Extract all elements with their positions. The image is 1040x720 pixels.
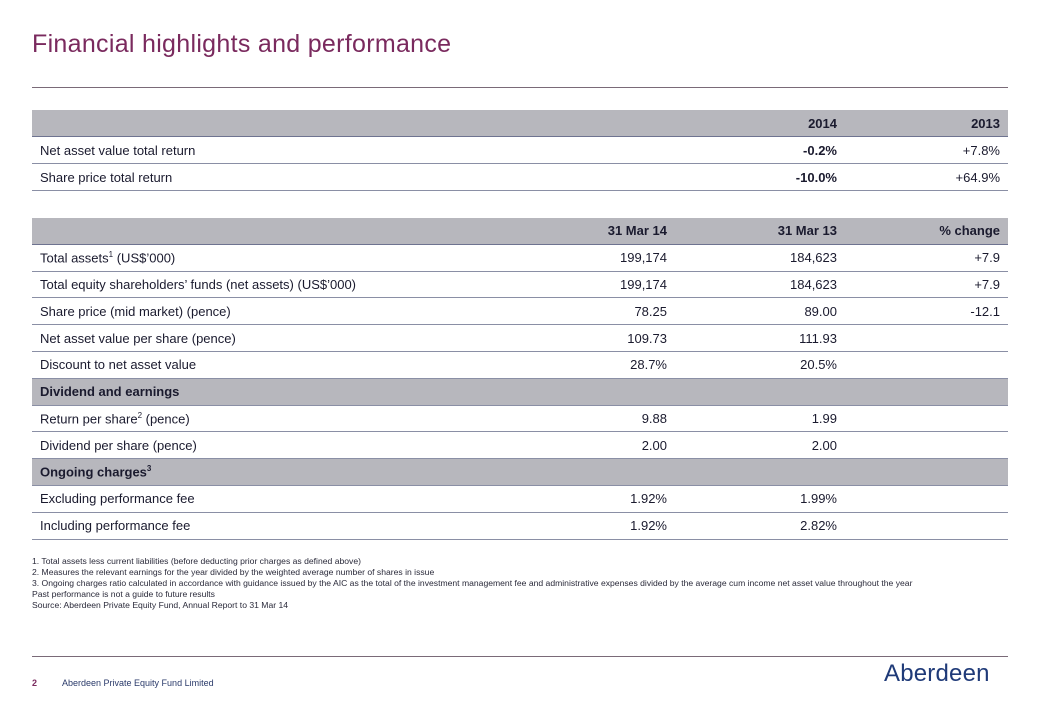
table-row: Dividend per share (pence) 2.00 2.00 xyxy=(32,431,1008,460)
cell-value: 2.00 xyxy=(508,431,675,460)
row-label: Share price total return xyxy=(32,163,675,191)
row-label: Return per share2 (pence) xyxy=(32,405,508,433)
header-cell: 31 Mar 14 xyxy=(508,218,675,245)
table-row: Net asset value total return -0.2% +7.8% xyxy=(32,136,1008,164)
cell-value: 20.5% xyxy=(675,351,845,379)
cell-value: +7.8% xyxy=(845,136,1008,164)
cell-value: 89.00 xyxy=(675,297,845,326)
footnote-ref: 2 xyxy=(137,410,143,420)
header-cell: 2013 xyxy=(845,110,1008,137)
section-title: Ongoing charges3 xyxy=(32,458,1008,486)
footnote-ref: 3 xyxy=(146,464,152,474)
cell-value xyxy=(845,431,1008,460)
row-label: Share price (mid market) (pence) xyxy=(32,297,508,326)
cell-value: +64.9% xyxy=(845,163,1008,191)
cell-value xyxy=(845,485,1008,513)
row-label: Discount to net asset value xyxy=(32,351,508,379)
footnote: Past performance is not a guide to futur… xyxy=(32,589,215,599)
cell-value: -12.1 xyxy=(845,297,1008,326)
header-cell: 31 Mar 13 xyxy=(675,218,845,245)
cell-value: +7.9 xyxy=(845,244,1008,272)
row-label: Total equity shareholders’ funds (net as… xyxy=(32,271,508,299)
cell-value: 109.73 xyxy=(508,324,675,352)
section-header-row: Dividend and earnings xyxy=(32,378,1008,406)
cell-value: 78.25 xyxy=(508,297,675,326)
top-divider xyxy=(32,87,1008,88)
cell-value: -0.2% xyxy=(675,136,845,164)
table-row: Total assets1 (US$’000) 199,174 184,623 … xyxy=(32,244,1008,272)
footnote: Source: Aberdeen Private Equity Fund, An… xyxy=(32,600,289,610)
cell-value xyxy=(845,405,1008,433)
page-title: Financial highlights and performance xyxy=(32,30,452,58)
section-title: Dividend and earnings xyxy=(32,378,1008,406)
table-row: Return per share2 (pence) 9.88 1.99 xyxy=(32,405,1008,433)
footnote: 1. Total assets less current liabilities… xyxy=(32,556,361,566)
row-label: Including performance fee xyxy=(32,512,508,540)
table-row: Total equity shareholders’ funds (net as… xyxy=(32,271,1008,299)
row-label: Dividend per share (pence) xyxy=(32,431,508,460)
cell-value: 184,623 xyxy=(675,244,845,272)
cell-value: -10.0% xyxy=(675,163,845,191)
footnote: 3. Ongoing charges ratio calculated in a… xyxy=(32,578,913,588)
cell-value: 199,174 xyxy=(508,244,675,272)
table-row: Discount to net asset value 28.7% 20.5% xyxy=(32,351,1008,379)
cell-value: 9.88 xyxy=(508,405,675,433)
returns-table: 2014 2013 Net asset value total return -… xyxy=(32,110,1008,191)
cell-value xyxy=(845,512,1008,540)
cell-value: 184,623 xyxy=(675,271,845,299)
header-cell xyxy=(32,110,675,137)
cell-value: 199,174 xyxy=(508,271,675,299)
cell-value: 1.92% xyxy=(508,512,675,540)
table-header-row: 2014 2013 xyxy=(32,110,1008,137)
cell-value: +7.9 xyxy=(845,271,1008,299)
row-label: Net asset value total return xyxy=(32,136,675,164)
page-number: 2 xyxy=(32,678,38,688)
cell-value: 2.82% xyxy=(675,512,845,540)
footer-company: Aberdeen Private Equity Fund Limited xyxy=(62,678,214,688)
table-row: Net asset value per share (pence) 109.73… xyxy=(32,324,1008,352)
footnote-ref: 1 xyxy=(108,250,114,260)
aberdeen-logo: Aberdeen xyxy=(884,660,990,687)
footnotes: 1. Total assets less current liabilities… xyxy=(32,556,1012,611)
header-cell: % change xyxy=(845,218,1008,245)
table-row: Excluding performance fee 1.92% 1.99% xyxy=(32,485,1008,513)
table-row: Share price (mid market) (pence) 78.25 8… xyxy=(32,297,1008,326)
header-cell: 2014 xyxy=(675,110,845,137)
header-cell xyxy=(32,218,508,245)
bottom-divider xyxy=(32,656,1008,657)
table-row: Including performance fee 1.92% 2.82% xyxy=(32,512,1008,540)
row-label: Total assets1 (US$’000) xyxy=(32,244,508,272)
cell-value: 1.92% xyxy=(508,485,675,513)
cell-value: 28.7% xyxy=(508,351,675,379)
row-label: Net asset value per share (pence) xyxy=(32,324,508,352)
cell-value: 1.99% xyxy=(675,485,845,513)
table-header-row: 31 Mar 14 31 Mar 13 % change xyxy=(32,218,1008,245)
section-header-row: Ongoing charges3 xyxy=(32,458,1008,486)
cell-value: 1.99 xyxy=(675,405,845,433)
cell-value xyxy=(845,324,1008,352)
highlights-table: 31 Mar 14 31 Mar 13 % change Total asset… xyxy=(32,218,1008,540)
footnote: 2. Measures the relevant earnings for th… xyxy=(32,567,435,577)
cell-value: 111.93 xyxy=(675,324,845,352)
row-label: Excluding performance fee xyxy=(32,485,508,513)
table-row: Share price total return -10.0% +64.9% xyxy=(32,163,1008,191)
cell-value: 2.00 xyxy=(675,431,845,460)
cell-value xyxy=(845,351,1008,379)
